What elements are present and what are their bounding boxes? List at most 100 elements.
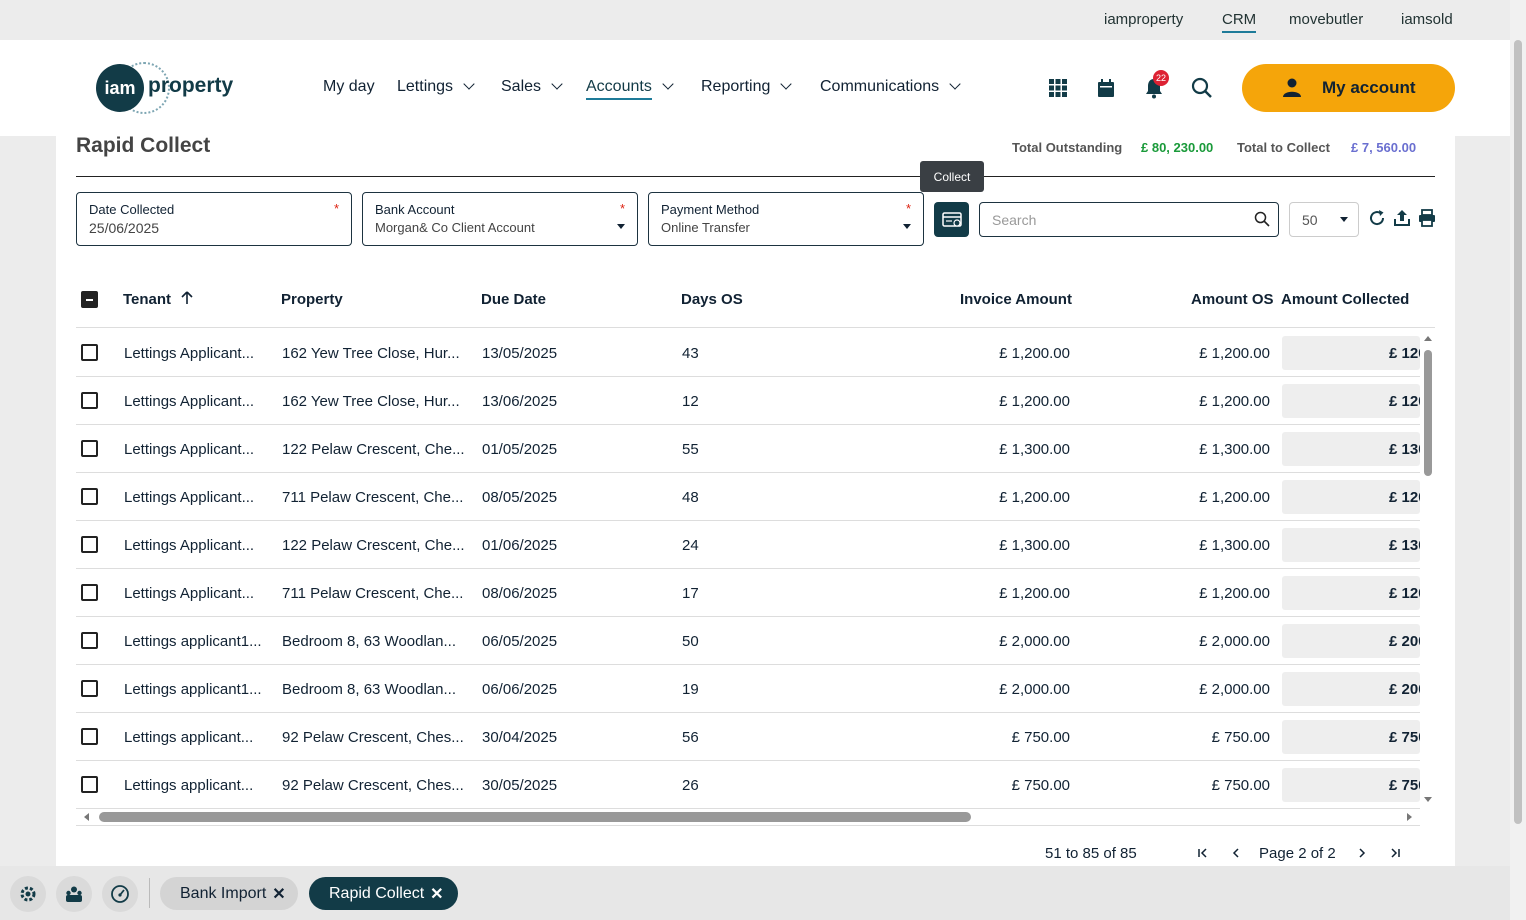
tab-rapid-collect[interactable]: Rapid Collect ✕ (309, 877, 458, 910)
scrollbar-thumb[interactable] (99, 812, 971, 822)
refresh-icon[interactable] (1368, 209, 1388, 229)
table-row[interactable]: Lettings applicant1... Bedroom 8, 63 Wood… (76, 617, 1420, 665)
page-size-select[interactable]: 50 (1289, 202, 1359, 237)
collect-button[interactable] (934, 202, 969, 237)
cell-tenant[interactable]: Lettings Applicant... (124, 345, 255, 362)
chevron-down-icon (662, 78, 674, 90)
row-checkbox[interactable] (81, 584, 98, 601)
amount-collected-input[interactable]: £ 1300.00 (1282, 528, 1420, 562)
table-vertical-scrollbar[interactable] (1421, 334, 1435, 804)
amount-collected-input[interactable]: £ 1200.00 (1282, 384, 1420, 418)
nav-communications[interactable]: Communications (820, 78, 961, 96)
cell-due-date: 01/06/2025 (482, 537, 558, 554)
cell-days-os: 55 (682, 441, 699, 458)
row-checkbox[interactable] (81, 488, 98, 505)
settings-gear-icon[interactable] (10, 876, 46, 912)
table-row[interactable]: Lettings Applicant... 711 Pelaw Crescent,… (76, 473, 1420, 521)
nav-lettings[interactable]: Lettings (397, 78, 475, 96)
nav-reporting[interactable]: Reporting (701, 78, 793, 96)
table-horizontal-scrollbar[interactable] (76, 808, 1420, 826)
scroll-left-icon[interactable] (82, 810, 92, 824)
page-scrollbar[interactable] (1510, 0, 1526, 920)
calendar-icon[interactable] (1094, 76, 1118, 100)
tab-bank-import[interactable]: Bank Import ✕ (160, 877, 298, 910)
row-checkbox[interactable] (81, 776, 98, 793)
col-due-date[interactable]: Due Date (481, 291, 547, 308)
topbar-link-crm[interactable]: CRM (1222, 11, 1257, 33)
col-amount-collected[interactable]: Amount Collected (1281, 291, 1410, 308)
col-tenant[interactable]: Tenant (123, 291, 193, 308)
amount-collected-input[interactable]: £ 2000.00 (1282, 624, 1420, 658)
scrollbar-thumb[interactable] (1424, 350, 1432, 476)
row-checkbox[interactable] (81, 440, 98, 457)
cell-tenant[interactable]: Lettings applicant... (124, 777, 254, 794)
total-outstanding-value: £ 80, 230.00 (1141, 140, 1214, 155)
cell-tenant[interactable]: Lettings Applicant... (124, 441, 255, 458)
topbar-link-movebutler[interactable]: movebutler (1289, 11, 1364, 28)
amount-collected-input[interactable]: £ 750.00 (1282, 720, 1420, 754)
table-row[interactable]: Lettings Applicant... 122 Pelaw Crescent,… (76, 425, 1420, 473)
table-row[interactable]: Lettings Applicant... 162 Yew Tree Close,… (76, 377, 1420, 425)
my-account-button[interactable]: My account (1242, 64, 1455, 112)
apps-grid-icon[interactable] (1046, 76, 1070, 100)
nav-sales[interactable]: Sales (501, 78, 563, 96)
dashboard-gauge-icon[interactable] (102, 876, 138, 912)
row-checkbox[interactable] (81, 728, 98, 745)
cell-tenant[interactable]: Lettings Applicant... (124, 489, 255, 506)
amount-collected-input[interactable]: £ 750.00 (1282, 768, 1420, 802)
next-page-icon[interactable] (1355, 846, 1369, 864)
cell-tenant[interactable]: Lettings Applicant... (124, 393, 255, 410)
bank-account-select[interactable]: Bank Account Morgan& Co Client Account * (362, 192, 638, 246)
amount-collected-input[interactable]: £ 1200.00 (1282, 480, 1420, 514)
cell-property: 92 Pelaw Crescent, Ches... (282, 729, 464, 746)
close-icon[interactable]: ✕ (272, 885, 286, 903)
search-icon[interactable] (1254, 211, 1270, 230)
table-row[interactable]: Lettings applicant... 92 Pelaw Crescent, … (76, 713, 1420, 761)
required-marker: * (905, 201, 911, 216)
row-checkbox[interactable] (81, 680, 98, 697)
row-checkbox[interactable] (81, 392, 98, 409)
print-icon[interactable] (1418, 209, 1438, 229)
amount-collected-input[interactable]: £ 1300.00 (1282, 432, 1420, 466)
first-page-icon[interactable] (1196, 846, 1210, 864)
scroll-down-icon[interactable] (1421, 794, 1435, 804)
col-property[interactable]: Property (281, 291, 343, 308)
payment-method-select[interactable]: Payment Method Online Transfer * (648, 192, 924, 246)
topbar-link-iamproperty[interactable]: iamproperty (1104, 11, 1184, 28)
cell-tenant[interactable]: Lettings applicant1... (124, 633, 262, 650)
table-row[interactable]: Lettings applicant1... Bedroom 8, 63 Wood… (76, 665, 1420, 713)
last-page-icon[interactable] (1388, 846, 1402, 864)
scroll-up-icon[interactable] (1421, 334, 1435, 344)
col-amount-os[interactable]: Amount OS (1191, 291, 1274, 308)
nav-my-day[interactable]: My day (323, 78, 375, 96)
amount-collected-value: £ 1200.00 (1389, 393, 1420, 410)
team-icon[interactable] (56, 876, 92, 912)
col-days-os[interactable]: Days OS (681, 291, 743, 308)
amount-collected-input[interactable]: £ 1200.00 (1282, 576, 1420, 610)
row-checkbox[interactable] (81, 632, 98, 649)
topbar-link-iamsold[interactable]: iamsold (1401, 11, 1453, 28)
page-scrollbar-thumb[interactable] (1514, 40, 1522, 824)
cell-tenant[interactable]: Lettings Applicant... (124, 585, 255, 602)
export-icon[interactable] (1393, 209, 1413, 229)
table-row[interactable]: Lettings Applicant... 711 Pelaw Crescent,… (76, 569, 1420, 617)
close-icon[interactable]: ✕ (430, 885, 444, 903)
col-invoice-amount[interactable]: Invoice Amount (960, 291, 1072, 308)
amount-collected-input[interactable]: £ 2000.00 (1282, 672, 1420, 706)
date-collected-field[interactable]: Date Collected 25/06/2025 * (76, 192, 352, 246)
search-icon[interactable] (1190, 76, 1214, 100)
scroll-right-icon[interactable] (1404, 810, 1414, 824)
cell-tenant[interactable]: Lettings Applicant... (124, 537, 255, 554)
select-all-checkbox[interactable] (81, 291, 98, 308)
cell-tenant[interactable]: Lettings applicant... (124, 729, 254, 746)
cell-tenant[interactable]: Lettings applicant1... (124, 681, 262, 698)
search-input[interactable]: Search (979, 202, 1279, 237)
row-checkbox[interactable] (81, 344, 98, 361)
amount-collected-input[interactable]: £ 1200.00 (1282, 336, 1420, 370)
table-row[interactable]: Lettings Applicant... 162 Yew Tree Close,… (76, 329, 1420, 377)
table-row[interactable]: Lettings applicant... 92 Pelaw Crescent, … (76, 761, 1420, 809)
prev-page-icon[interactable] (1229, 846, 1243, 864)
nav-accounts[interactable]: Accounts (586, 78, 674, 100)
table-row[interactable]: Lettings Applicant... 122 Pelaw Crescent,… (76, 521, 1420, 569)
row-checkbox[interactable] (81, 536, 98, 553)
